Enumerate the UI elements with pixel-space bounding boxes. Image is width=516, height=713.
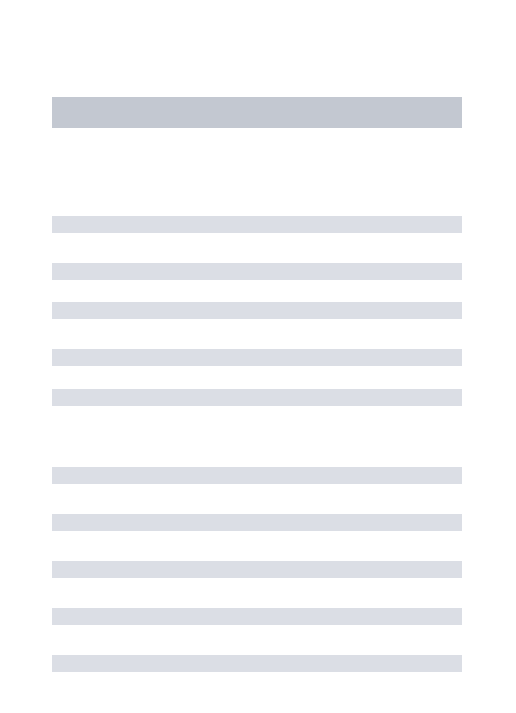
skeleton-line <box>52 216 462 233</box>
skeleton-line <box>52 514 462 531</box>
skeleton-line <box>52 467 462 484</box>
skeleton-line <box>52 263 462 280</box>
skeleton-line <box>52 561 462 578</box>
skeleton-line <box>52 349 462 366</box>
skeleton-loader <box>0 0 516 713</box>
skeleton-heading <box>52 97 462 128</box>
skeleton-line <box>52 302 462 319</box>
skeleton-line <box>52 389 462 406</box>
skeleton-line <box>52 655 462 672</box>
skeleton-line <box>52 608 462 625</box>
